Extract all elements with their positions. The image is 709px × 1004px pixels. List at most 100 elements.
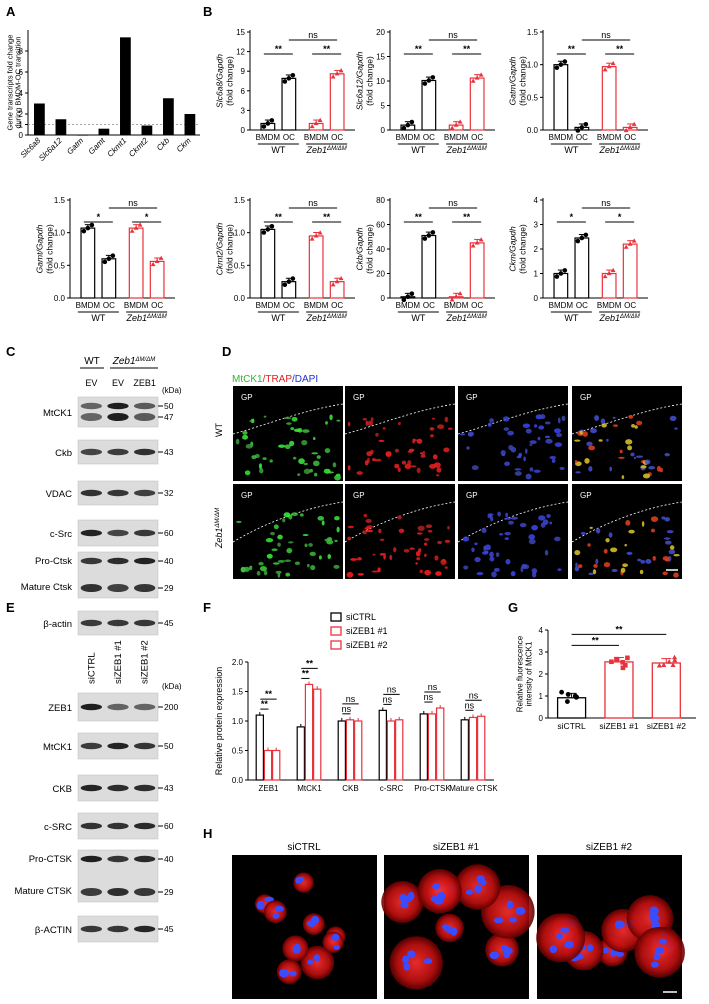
micro-cell <box>422 450 426 456</box>
sig-label: ** <box>323 212 331 222</box>
micro-cell <box>557 568 562 572</box>
y-tick-label: 3 <box>241 106 246 115</box>
y-axis-title-line1: Gene transcripts fold change <box>5 35 14 131</box>
blot-band <box>134 703 156 711</box>
zeb1-name: Zeb1 <box>446 145 468 155</box>
data-point <box>309 236 315 241</box>
bar-Slc6a12 <box>55 119 67 135</box>
blot-label: Pro-CTSK <box>29 854 73 865</box>
x-tick-label: Ckmt1 <box>106 136 129 159</box>
data-point <box>620 665 626 671</box>
nucleus <box>610 951 617 957</box>
sig-label-ns: ns <box>308 198 318 208</box>
bar-BMDM <box>80 227 96 299</box>
micro-cell <box>554 442 563 447</box>
y-tick-label: 15 <box>376 53 385 62</box>
micro-cell <box>336 419 341 422</box>
data-point <box>309 123 315 129</box>
row-label-wt: WT <box>214 423 224 437</box>
data-point <box>606 64 612 69</box>
data-point <box>409 291 415 296</box>
data-point <box>313 233 319 238</box>
micro-cell <box>574 439 581 442</box>
nucleus <box>279 968 289 978</box>
micro-cell <box>284 559 292 563</box>
micro-cell <box>575 562 578 568</box>
micro-cell <box>314 472 318 477</box>
y-axis-title-line1: Ckb/Gapdh <box>355 227 365 270</box>
micro-cell <box>430 434 434 438</box>
blot-band <box>134 822 156 830</box>
micro-cell <box>574 549 581 556</box>
x-tick-label: BMDM <box>256 133 281 142</box>
cell <box>263 900 287 924</box>
data-point <box>631 238 637 243</box>
micro-cell <box>428 464 437 469</box>
data-point <box>671 654 678 660</box>
blot-label: Ckb <box>55 448 72 459</box>
micro-cell <box>626 551 633 556</box>
micro-cell <box>525 428 532 434</box>
group-label-wt: WT <box>564 313 578 323</box>
micro-cell <box>434 555 439 561</box>
micro-cell <box>277 534 283 540</box>
micro-cell <box>625 439 633 445</box>
x-tick-label: OC <box>576 133 588 142</box>
y-tick-label: 12 <box>236 48 245 57</box>
micro-cell <box>539 414 546 420</box>
micro-cell <box>459 433 466 436</box>
data-point <box>137 222 143 227</box>
micro-cell <box>242 434 249 440</box>
micro-cell <box>598 439 603 442</box>
micro-cell <box>618 456 625 459</box>
data-point <box>317 230 323 235</box>
gp-label: GP <box>580 393 592 402</box>
panel-label-f: F <box>203 600 211 615</box>
blot-band <box>80 448 103 456</box>
y-tick-label: 0 <box>241 126 246 135</box>
marker-label: 60 <box>164 821 174 831</box>
data-point <box>554 274 560 279</box>
x-tick-label: BMDM <box>304 133 329 142</box>
nucleus <box>601 947 609 954</box>
micro-cell <box>625 519 631 526</box>
micro-cell <box>333 564 340 569</box>
blot-band <box>134 925 156 933</box>
micro-cell <box>317 515 325 521</box>
y-tick-label: 0 <box>19 131 24 140</box>
x-tick-label: siCTRL <box>557 721 586 731</box>
chart-g: 0 1 2 3 4 Relative fluorescenceintensity of M… <box>515 624 696 731</box>
micro-cell <box>487 422 492 427</box>
legend-label: siCTRL <box>346 612 376 622</box>
bar-CKB-1 <box>345 719 355 781</box>
micro-cell <box>325 421 328 425</box>
data-point <box>102 259 108 265</box>
group-label-wt: WT <box>91 313 105 323</box>
micro-cell <box>493 567 500 572</box>
data-point <box>558 62 564 67</box>
blot-band <box>134 619 156 627</box>
data-point <box>150 261 156 267</box>
bar-BMDM <box>308 235 324 299</box>
x-tick-label: Pro-CTSK <box>414 784 451 793</box>
data-point <box>457 119 463 124</box>
data-point <box>564 699 570 704</box>
micro-cell <box>502 416 510 422</box>
micro-cell <box>551 458 556 463</box>
data-point <box>474 240 480 245</box>
micro-cell <box>635 455 644 458</box>
nucleus <box>480 879 487 886</box>
micro-cell <box>652 555 656 561</box>
y-tick-label: 5 <box>381 102 386 111</box>
nucleus <box>313 954 321 962</box>
micro-cell <box>403 548 410 553</box>
micro-cell <box>544 549 549 556</box>
micro-cell <box>484 550 489 554</box>
kda-label: (kDa) <box>162 386 182 395</box>
nucleus <box>564 940 574 949</box>
panel-label-e: E <box>6 600 15 615</box>
x-tick-label: Ckm <box>175 136 193 154</box>
micro-cell <box>292 456 297 460</box>
micro-cell <box>534 424 538 428</box>
micro-cell <box>424 569 432 576</box>
